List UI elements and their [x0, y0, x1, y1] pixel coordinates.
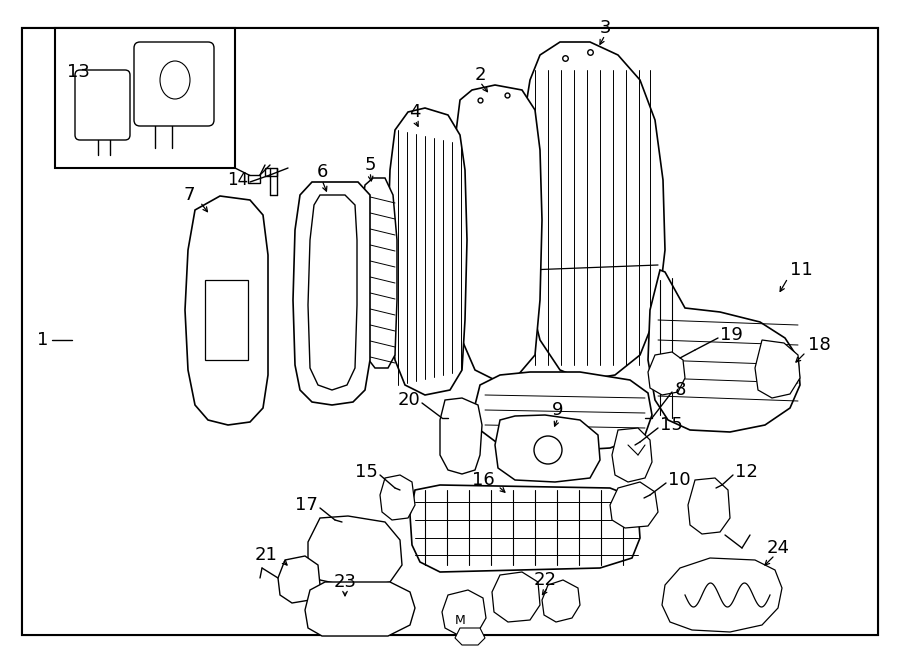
Polygon shape [755, 340, 800, 398]
Polygon shape [648, 352, 685, 395]
Text: 22: 22 [534, 571, 556, 589]
Polygon shape [278, 556, 320, 603]
Text: 7: 7 [184, 186, 195, 204]
Text: 18: 18 [808, 336, 831, 354]
Bar [55, 28, 235, 168]
Polygon shape [475, 372, 652, 452]
Text: 2: 2 [474, 66, 486, 84]
Polygon shape [265, 168, 277, 176]
Polygon shape [455, 628, 485, 645]
Polygon shape [305, 582, 415, 636]
Polygon shape [452, 85, 542, 380]
Text: 21: 21 [255, 546, 278, 564]
Polygon shape [492, 572, 540, 622]
Polygon shape [495, 415, 600, 482]
Text: 9: 9 [553, 401, 563, 419]
Polygon shape [440, 398, 482, 474]
Polygon shape [248, 175, 260, 183]
Text: 16: 16 [472, 471, 495, 489]
Text: 4: 4 [410, 103, 421, 121]
Ellipse shape [160, 61, 190, 99]
Text: 23: 23 [334, 573, 356, 591]
Text: 15: 15 [660, 416, 683, 434]
Text: 19: 19 [720, 326, 742, 344]
Text: 15: 15 [356, 463, 378, 481]
Text: 17: 17 [295, 496, 318, 514]
Polygon shape [612, 428, 652, 482]
Polygon shape [388, 108, 467, 395]
FancyBboxPatch shape [134, 42, 214, 126]
Polygon shape [293, 182, 370, 405]
Polygon shape [185, 196, 268, 425]
Polygon shape [662, 558, 782, 632]
Polygon shape [308, 516, 402, 588]
Polygon shape [520, 42, 665, 380]
Text: 1: 1 [37, 331, 48, 349]
Polygon shape [358, 178, 397, 368]
Polygon shape [308, 195, 357, 390]
Polygon shape [542, 580, 580, 622]
Polygon shape [610, 482, 658, 528]
Polygon shape [410, 485, 640, 572]
Polygon shape [205, 280, 248, 360]
Text: 3: 3 [599, 19, 611, 37]
Text: 5: 5 [364, 156, 376, 174]
Polygon shape [688, 478, 730, 534]
Polygon shape [442, 590, 486, 635]
Polygon shape [380, 475, 415, 520]
Text: 12: 12 [735, 463, 758, 481]
FancyBboxPatch shape [75, 70, 130, 140]
Text: 11: 11 [790, 261, 813, 279]
Text: 6: 6 [316, 163, 328, 181]
Text: M: M [454, 613, 465, 627]
Text: 14: 14 [227, 171, 248, 189]
Text: 10: 10 [668, 471, 690, 489]
Text: 8: 8 [675, 381, 687, 399]
Text: 24: 24 [767, 539, 789, 557]
Polygon shape [648, 270, 800, 432]
Text: 20: 20 [397, 391, 420, 409]
Text: 13: 13 [68, 63, 90, 81]
